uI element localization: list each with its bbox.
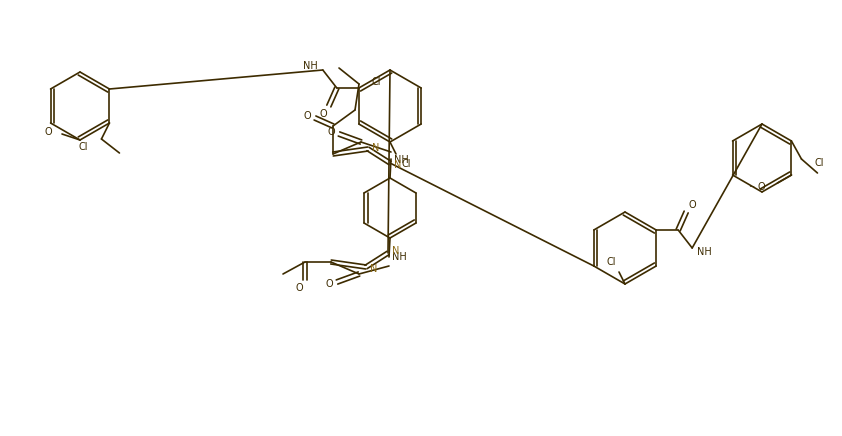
Text: O: O: [44, 127, 52, 137]
Text: N: N: [394, 160, 402, 170]
Text: NH: NH: [303, 61, 318, 71]
Text: Cl: Cl: [815, 158, 824, 168]
Text: Cl: Cl: [371, 77, 381, 87]
Text: O: O: [319, 109, 327, 119]
Text: O: O: [328, 127, 335, 137]
Text: NH: NH: [697, 247, 711, 257]
Text: N: N: [370, 264, 378, 274]
Text: O: O: [303, 111, 311, 121]
Text: Cl: Cl: [606, 257, 616, 267]
Text: ─: ─: [749, 184, 754, 190]
Text: NH: NH: [393, 155, 408, 165]
Text: O: O: [758, 182, 765, 192]
Text: Cl: Cl: [402, 159, 411, 169]
Text: NH: NH: [392, 252, 407, 262]
Text: O: O: [325, 279, 333, 289]
Text: N: N: [392, 246, 400, 256]
Text: O: O: [689, 200, 696, 210]
Text: O: O: [296, 283, 303, 293]
Text: Cl: Cl: [78, 142, 88, 152]
Text: N: N: [372, 143, 380, 153]
